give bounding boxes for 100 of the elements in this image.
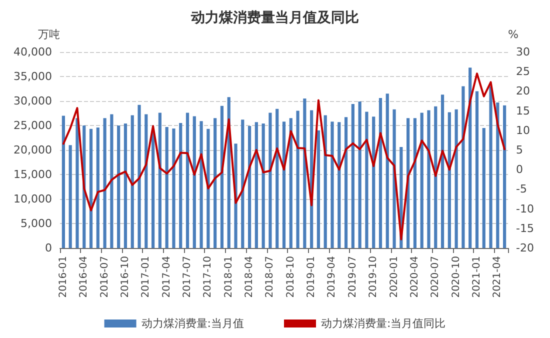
- bar: [454, 109, 458, 248]
- y2-tick-label: 30: [516, 46, 530, 58]
- bar: [220, 106, 224, 248]
- bar: [76, 118, 79, 248]
- line-series: [62, 72, 506, 240]
- x-tick-label: 2020-10: [450, 256, 462, 298]
- y-tick-label: 35,000: [14, 70, 52, 83]
- bar: [344, 117, 348, 248]
- x-tick-label: 2018-10: [285, 256, 296, 298]
- bar: [440, 94, 444, 248]
- bar: [289, 118, 292, 248]
- x-tick-label: 2018-04: [244, 256, 256, 298]
- bar: [434, 106, 438, 248]
- bar: [496, 102, 500, 248]
- bar: [351, 104, 354, 248]
- x-tick-label: 2017-01: [140, 256, 152, 298]
- x-tick-label: 2019-10: [368, 256, 380, 298]
- x-tick-label: 2017-04: [161, 256, 172, 298]
- bar: [475, 91, 479, 248]
- bar: [206, 128, 210, 248]
- bar: [503, 105, 506, 248]
- bar: [110, 114, 114, 248]
- x-tick-label: 2017-10: [202, 256, 214, 298]
- bar: [372, 116, 376, 248]
- legend-label: 动力煤消费量:当月值: [141, 317, 244, 330]
- x-tick-label: 2021-04: [492, 256, 504, 298]
- bar: [296, 110, 300, 248]
- x-tick-label: 2016-07: [99, 256, 110, 298]
- bar: [248, 126, 252, 248]
- y2-tick-label: 25: [516, 65, 530, 78]
- x-tick-label: 2021-01: [471, 256, 482, 298]
- bar: [179, 123, 182, 248]
- x-tick-label: 2016-10: [120, 256, 131, 298]
- x-tick-label: 2020-07: [430, 256, 442, 298]
- x-tick-label: 2018-07: [264, 256, 276, 298]
- bar: [386, 94, 389, 248]
- x-tick-label: 2016-04: [78, 256, 90, 298]
- bar: [200, 121, 203, 248]
- bar: [214, 118, 217, 248]
- bar: [324, 115, 327, 248]
- bar: [262, 124, 265, 248]
- bar: [172, 128, 176, 248]
- x-tick-label: 2019-01: [306, 256, 318, 298]
- bar: [276, 108, 279, 248]
- bar: [316, 130, 320, 248]
- x-tick-label: 2017-07: [182, 256, 194, 298]
- bar: [254, 122, 258, 248]
- bar: [138, 104, 141, 248]
- bar: [144, 114, 148, 248]
- bar: [330, 122, 334, 248]
- bar: [420, 112, 424, 248]
- y-axis-title: 万吨: [38, 28, 60, 41]
- y2-tick-label: 0: [516, 163, 523, 176]
- y-tick-label: 20,000: [14, 144, 52, 156]
- y2-tick-label: -5: [516, 182, 527, 196]
- bar: [427, 110, 430, 248]
- bar: [482, 128, 486, 248]
- y2-axis-title: %: [508, 28, 518, 41]
- bar: [413, 118, 417, 248]
- bar: [186, 112, 190, 248]
- bar: [268, 112, 272, 248]
- bar: [62, 116, 65, 248]
- bar: [303, 98, 306, 248]
- bar: [462, 86, 465, 248]
- bar: [130, 115, 134, 248]
- y2-tick-label: -20: [516, 242, 534, 254]
- bar: [358, 101, 362, 248]
- y2-tick-label: -15: [516, 222, 534, 235]
- bar: [192, 116, 196, 248]
- bar: [241, 120, 244, 248]
- y-tick-label: 15,000: [14, 168, 52, 181]
- bar: [282, 122, 286, 248]
- y2-tick-label: -10: [516, 202, 534, 216]
- legend-label: 动力煤消费量:当月值同比: [321, 317, 446, 330]
- y-tick-label: 0: [45, 242, 52, 254]
- bar: [365, 112, 368, 248]
- y-tick-label: 5,000: [20, 217, 52, 230]
- y-tick-label: 25,000: [14, 119, 52, 132]
- bar: [96, 127, 100, 248]
- y2-tick-label: 5: [516, 144, 523, 156]
- bar: [338, 122, 341, 248]
- x-tick-label: 2016-01: [58, 256, 69, 298]
- bar: [489, 86, 492, 248]
- x-tick-label: 2018-01: [223, 256, 234, 298]
- bar: [103, 118, 106, 248]
- bar: [117, 126, 120, 248]
- bar: [165, 126, 168, 248]
- bar: [392, 109, 396, 248]
- y2-tick-label: 20: [516, 84, 530, 98]
- bar: [158, 112, 162, 248]
- x-tick-label: 2020-01: [388, 256, 400, 298]
- x-tick-label: 2019-04: [326, 256, 338, 298]
- x-tick-label: 2020-04: [409, 256, 420, 298]
- bar: [68, 145, 72, 248]
- x-tick-label: 2019-07: [347, 256, 358, 298]
- bar: [89, 128, 93, 248]
- y2-tick-label: 15: [516, 104, 530, 118]
- bar: [124, 124, 128, 248]
- y-tick-label: 10,000: [14, 192, 52, 206]
- y2-tick-label: 10: [516, 124, 530, 137]
